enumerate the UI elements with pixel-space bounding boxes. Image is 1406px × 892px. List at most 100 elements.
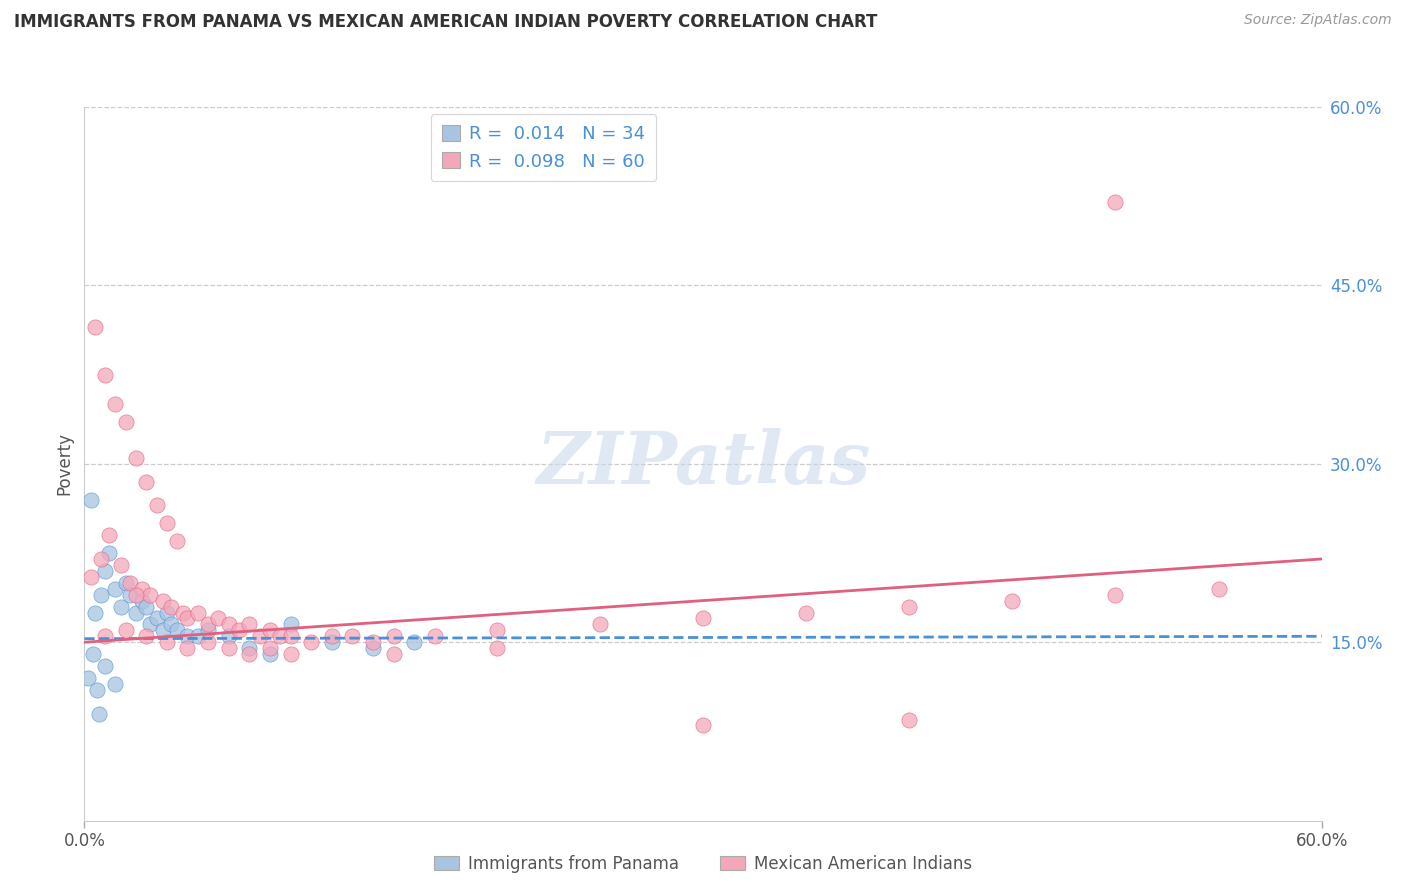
Point (1104, 588, 1126, 602)
Point (382, 629, 405, 643)
Point (404, 635, 426, 649)
Point (176, 641, 198, 656)
Point (321, 635, 343, 649)
Point (77, 671, 100, 685)
Point (176, 629, 198, 643)
Point (1208, 582, 1230, 596)
Point (160, 617, 183, 632)
Point (166, 624, 188, 638)
Legend: R =  0.014   N = 34, R =  0.098   N = 60: R = 0.014 N = 34, R = 0.098 N = 60 (430, 114, 655, 181)
Point (228, 624, 250, 638)
Point (145, 499, 167, 513)
Point (131, 582, 153, 596)
Point (361, 635, 384, 649)
Point (259, 641, 281, 656)
Point (79, 492, 101, 507)
Point (197, 635, 219, 649)
Point (94, 368, 117, 382)
Point (104, 582, 127, 596)
Point (125, 606, 148, 620)
Point (98, 528, 121, 542)
Point (259, 624, 281, 638)
Point (104, 397, 127, 411)
Point (238, 617, 260, 632)
Point (83, 320, 105, 334)
Point (118, 575, 141, 590)
Text: Source: ZipAtlas.com: Source: ZipAtlas.com (1244, 13, 1392, 28)
Point (589, 617, 612, 632)
Point (160, 599, 183, 614)
Point (94, 564, 117, 578)
Point (98, 546, 121, 560)
Point (135, 599, 157, 614)
Point (166, 534, 188, 549)
Point (280, 629, 302, 643)
Point (249, 629, 271, 643)
Point (79, 570, 101, 584)
Point (90, 552, 112, 566)
Point (361, 641, 384, 656)
Point (218, 617, 240, 632)
Point (131, 593, 153, 607)
Point (485, 641, 508, 656)
Point (794, 606, 817, 620)
Point (280, 617, 302, 632)
Point (139, 588, 162, 602)
Point (110, 558, 132, 572)
Point (1001, 593, 1024, 607)
Point (269, 629, 291, 643)
Point (299, 635, 322, 649)
Point (342, 629, 364, 643)
Point (135, 629, 157, 643)
Y-axis label: Poverty: Poverty (55, 433, 73, 495)
Text: ZIPatlas: ZIPatlas (536, 428, 870, 500)
Point (156, 516, 179, 531)
Text: IMMIGRANTS FROM PANAMA VS MEXICAN AMERICAN INDIAN POVERTY CORRELATION CHART: IMMIGRANTS FROM PANAMA VS MEXICAN AMERIC… (14, 13, 877, 31)
Point (321, 629, 343, 643)
Point (135, 475, 157, 489)
Point (82, 647, 104, 661)
Point (382, 647, 405, 661)
Point (125, 588, 148, 602)
Point (197, 624, 219, 638)
Point (485, 624, 508, 638)
Point (152, 624, 174, 638)
Point (114, 624, 136, 638)
Point (172, 606, 194, 620)
Point (114, 415, 136, 429)
Point (83, 606, 105, 620)
Point (197, 617, 219, 632)
Point (238, 647, 260, 661)
Point (898, 599, 921, 614)
Point (125, 450, 148, 465)
Point (692, 611, 714, 625)
Point (692, 718, 714, 732)
Point (94, 629, 117, 643)
Point (114, 575, 136, 590)
Point (156, 635, 179, 649)
Point (898, 713, 921, 727)
Point (94, 659, 117, 673)
Point (187, 629, 209, 643)
Point (139, 617, 162, 632)
Point (176, 611, 198, 625)
Point (118, 588, 141, 602)
Point (423, 629, 446, 643)
Point (259, 647, 281, 661)
Point (238, 641, 260, 656)
Point (86, 682, 108, 697)
Point (187, 606, 209, 620)
Point (90, 588, 112, 602)
Legend: Immigrants from Panama, Mexican American Indians: Immigrants from Panama, Mexican American… (427, 848, 979, 880)
Point (145, 611, 167, 625)
Point (110, 599, 132, 614)
Point (104, 677, 127, 691)
Point (207, 611, 229, 625)
Point (218, 629, 240, 643)
Point (156, 606, 179, 620)
Point (280, 647, 302, 661)
Point (1104, 195, 1126, 210)
Point (218, 641, 240, 656)
Point (152, 593, 174, 607)
Point (87, 706, 110, 721)
